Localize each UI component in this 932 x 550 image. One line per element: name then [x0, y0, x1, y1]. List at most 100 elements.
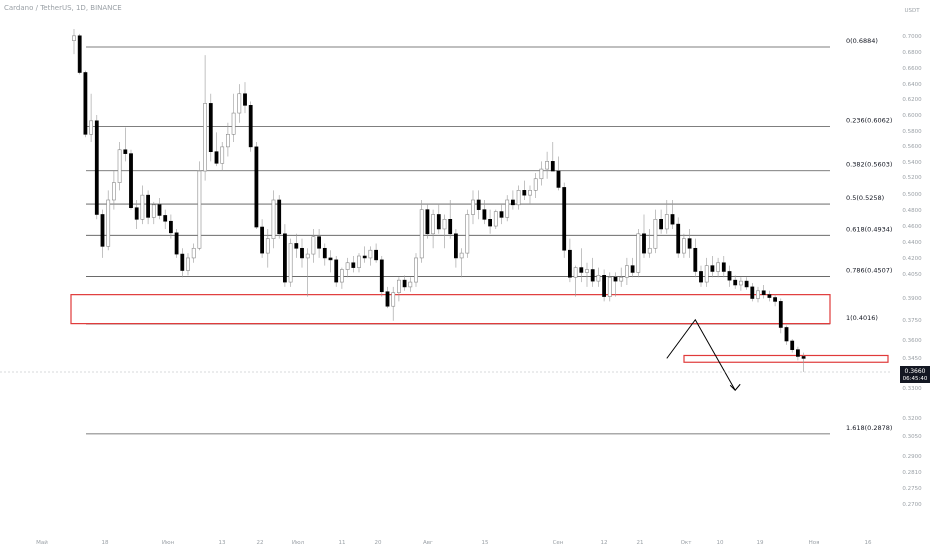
candle-body	[767, 294, 772, 298]
candle-body	[311, 236, 316, 255]
candle-body	[186, 257, 190, 271]
y-tick-label: 0.4200	[902, 256, 922, 262]
candle-body	[72, 35, 76, 41]
candle-body	[699, 271, 703, 283]
candle-body	[169, 220, 173, 234]
candle-body	[117, 149, 122, 183]
y-tick-label: 0.5400	[902, 160, 922, 166]
y-tick-label: 0.4800	[902, 208, 922, 214]
candle-body	[191, 247, 196, 259]
x-tick-label: Июл	[292, 540, 305, 546]
x-tick-label: 11	[339, 540, 346, 546]
candle-body	[795, 349, 800, 357]
x-tick-label: Авг	[423, 540, 433, 546]
candle-body	[545, 161, 550, 170]
y-tick-label: 0.7000	[902, 34, 922, 40]
candle-body	[727, 271, 732, 281]
y-tick-label: 0.3450	[902, 356, 922, 362]
candle-body	[226, 134, 230, 148]
price-tag-value: 0.3660	[905, 368, 926, 375]
candle-body	[374, 249, 379, 261]
candle-body	[676, 223, 681, 254]
candle-body	[94, 120, 99, 215]
x-tick-label: 22	[257, 540, 264, 546]
price-axis[interactable]: USDT 0.7000 0.6800 0.6600 0.6400 0.6200 0.600…	[902, 8, 922, 508]
candle-body	[379, 259, 384, 293]
candle-body	[784, 327, 789, 342]
candle-body	[721, 262, 726, 272]
x-tick-label: Окт	[681, 540, 693, 546]
candle-body	[203, 103, 208, 172]
candle-body	[431, 214, 436, 235]
candle-body	[214, 151, 219, 164]
fib-label: 0.5(0.5258)	[846, 194, 884, 202]
fib-label: 0.786(0.4507)	[846, 267, 892, 275]
candle-body	[83, 72, 88, 135]
candle-body	[528, 190, 532, 196]
candle-body	[305, 253, 310, 259]
candle-body	[100, 214, 105, 247]
candle-body	[459, 252, 464, 259]
x-tick-label: 13	[219, 540, 226, 546]
candle-body	[750, 286, 755, 299]
x-tick-label: 16	[865, 540, 872, 546]
candle-body	[664, 214, 669, 230]
candle-body	[237, 93, 242, 114]
x-tick-label: 18	[102, 540, 109, 546]
y-tick-label: 0.2900	[902, 454, 922, 460]
candle-body	[271, 199, 276, 239]
candle-body	[647, 247, 652, 254]
candle-body	[180, 253, 185, 271]
x-tick-label: 15	[482, 540, 489, 546]
candle-body	[345, 262, 350, 270]
candle-body	[579, 267, 584, 273]
candle-body	[482, 209, 487, 220]
candle-body	[362, 255, 367, 259]
candle-body	[254, 146, 259, 228]
candle-body	[408, 281, 413, 288]
y-tick-label: 0.5200	[902, 175, 922, 181]
candle-body	[151, 204, 156, 218]
candle-body	[174, 232, 179, 255]
candle-body	[567, 249, 572, 278]
candle-body	[220, 146, 225, 164]
candle-body	[208, 103, 213, 152]
candle-body	[476, 199, 481, 210]
y-tick-label: 0.5000	[902, 192, 922, 198]
candle-body	[471, 199, 475, 215]
candle-body	[357, 255, 361, 268]
y-tick-label: 0.2700	[902, 502, 922, 508]
candle-body	[368, 249, 373, 259]
y-tick-label: 0.3050	[902, 434, 922, 440]
candle-body	[453, 233, 458, 259]
candle-body	[294, 243, 299, 249]
candle-body	[248, 105, 253, 148]
candle-body	[106, 199, 111, 247]
candle-body	[738, 280, 743, 286]
candle-body	[653, 219, 658, 249]
candle-body	[642, 233, 646, 254]
candle-body	[624, 265, 629, 278]
candle-body	[328, 257, 333, 261]
y-tick-label: 0.6200	[902, 97, 922, 103]
candle-body	[436, 214, 441, 230]
candle-body	[112, 182, 116, 201]
candle-body	[790, 340, 795, 350]
candle-body	[282, 233, 287, 283]
candle-body	[300, 247, 304, 259]
candle-body	[510, 199, 515, 206]
time-axis[interactable]: Май 18 Июн 13 22 Июл 11 20 Авг 15 Сен 12 21 Окт 10 19 Но…	[36, 539, 872, 546]
support-zone-1	[70, 294, 831, 325]
currency-label: USDT	[904, 8, 920, 14]
candle-body	[396, 279, 401, 294]
candle-body	[630, 265, 635, 273]
y-tick-label: 0.2750	[902, 486, 922, 492]
candle-body	[761, 290, 766, 295]
candle-body	[288, 243, 293, 283]
candle-body	[505, 199, 510, 218]
y-tick-label: 0.6400	[902, 82, 922, 88]
candle-body	[317, 236, 322, 249]
y-tick-label: 0.5600	[902, 144, 922, 150]
candle-body	[539, 168, 544, 180]
